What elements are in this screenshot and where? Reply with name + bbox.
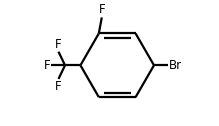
Text: F: F: [44, 59, 51, 72]
Text: F: F: [55, 38, 61, 51]
Text: F: F: [99, 3, 105, 16]
Text: Br: Br: [169, 59, 182, 72]
Text: F: F: [55, 80, 61, 93]
